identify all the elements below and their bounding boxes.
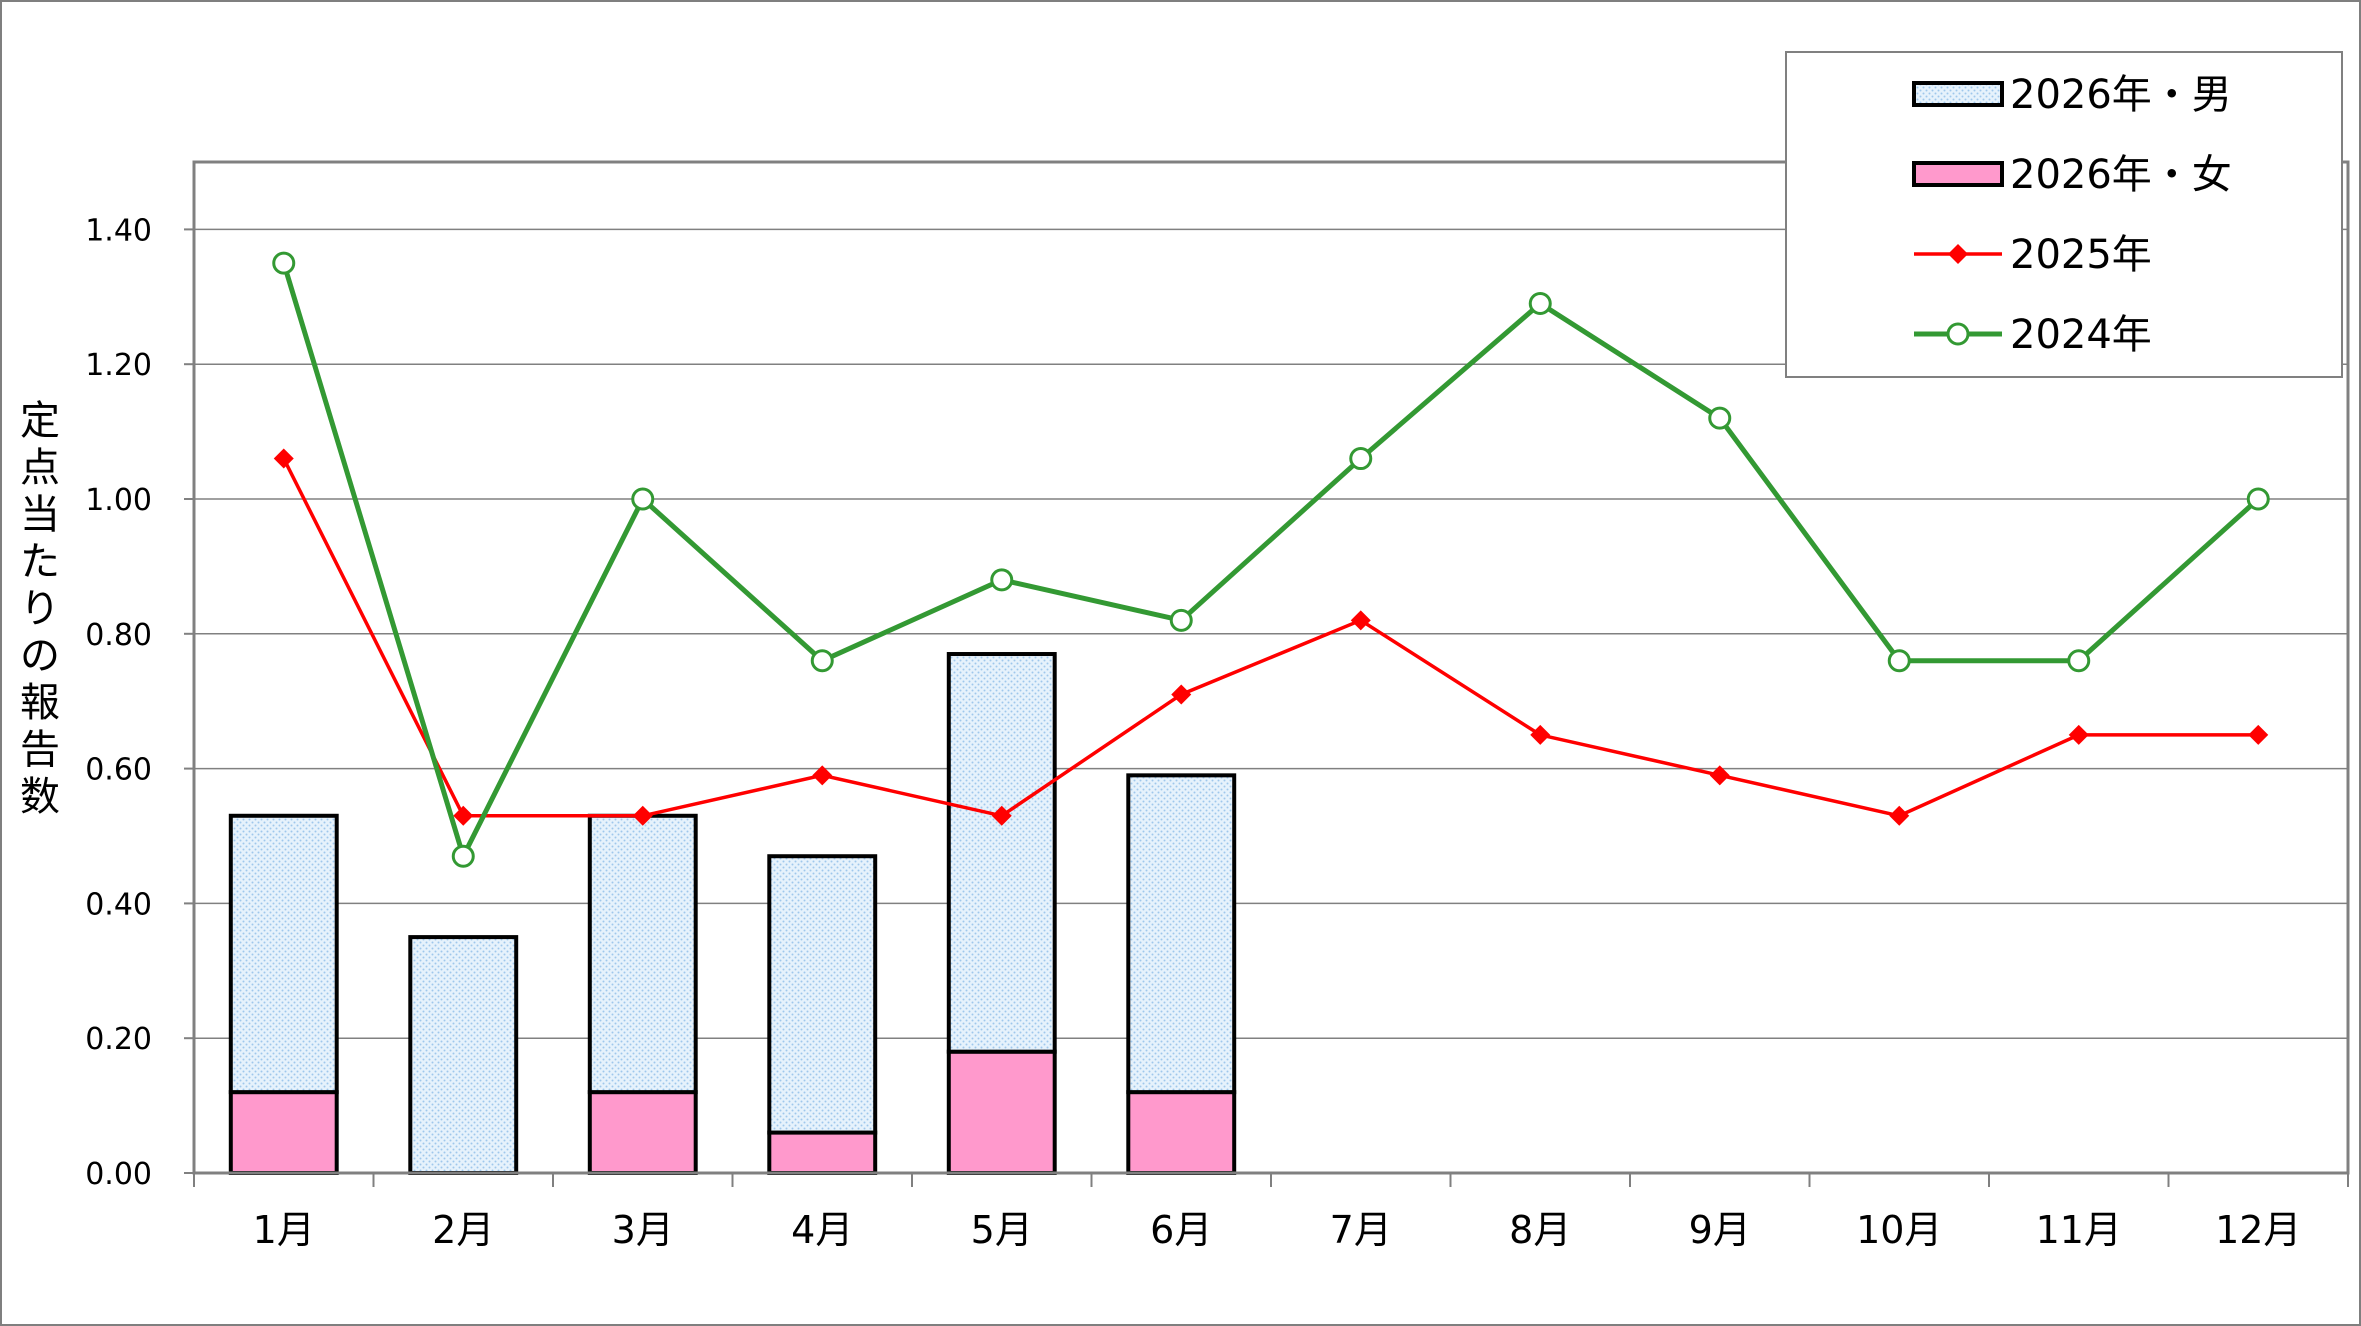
legend: 2026年・男 2026年・女 2025年 2024年 <box>1785 51 2343 378</box>
y-tick-label: 0.80 <box>85 618 152 653</box>
y-axis-title-char: り <box>20 586 60 632</box>
point-2025 <box>453 805 474 826</box>
bar-2026-female <box>1126 1090 1237 1175</box>
legend-label: 2026年・女 <box>2010 152 2232 198</box>
bar-2026-male <box>767 854 878 1135</box>
point-2025 <box>1350 610 1371 631</box>
y-tick-label: 0.60 <box>85 753 152 788</box>
point-2024 <box>2246 487 2270 511</box>
point-2024 <box>1169 608 1193 632</box>
bar-2026-male <box>228 813 339 1095</box>
y-axis-title-char: の <box>20 633 60 679</box>
y-axis-title-char: 数 <box>20 774 60 820</box>
point-2025 <box>991 805 1012 826</box>
y-axis-title-char: 告 <box>20 727 60 773</box>
point-2024 <box>2067 649 2091 673</box>
bar-2026-female <box>767 1130 878 1176</box>
point-2025 <box>1171 684 1192 705</box>
y-axis-title-char: た <box>20 539 60 585</box>
bar-2026-male <box>408 935 519 1175</box>
bar-2026-female <box>946 1049 1057 1176</box>
y-tick-label: 1.20 <box>85 348 152 383</box>
point-2025 <box>1709 765 1730 786</box>
point-2024 <box>631 487 655 511</box>
point-2024 <box>990 568 1014 592</box>
point-2024 <box>272 251 296 275</box>
x-tick-label: 10月 <box>1856 1208 1942 1252</box>
x-tick-label: 8月 <box>1509 1208 1571 1252</box>
point-2025 <box>2068 724 2089 745</box>
line-2024-path <box>281 262 2260 863</box>
y-axis-title-char: 定 <box>20 398 60 444</box>
y-axis-title-char: 報 <box>20 680 60 726</box>
x-tick-label: 6月 <box>1150 1208 1212 1252</box>
point-2024 <box>810 649 834 673</box>
bar-2026-male <box>1126 773 1237 1095</box>
x-tick-label: 12月 <box>2215 1208 2301 1252</box>
y-tick-label: 0.00 <box>85 1157 152 1192</box>
x-tick-label: 1月 <box>253 1208 315 1252</box>
y-tick-label: 1.00 <box>85 483 152 518</box>
point-2025 <box>2248 724 2269 745</box>
legend-swatch-female <box>1912 161 2004 187</box>
bar-2026-male <box>587 813 698 1095</box>
point-2024 <box>1528 292 1552 316</box>
x-tick-label: 3月 <box>612 1208 674 1252</box>
bar-layer <box>228 652 1237 1176</box>
legend-marker-2025 <box>1948 244 1968 264</box>
x-tick-label: 4月 <box>791 1208 853 1252</box>
y-tick-label: 0.40 <box>85 887 152 922</box>
legend-label: 2025年 <box>2010 232 2152 278</box>
y-tick-label: 0.20 <box>85 1022 152 1057</box>
legend-box <box>1785 51 2343 378</box>
point-2024 <box>451 844 475 868</box>
legend-label: 2026年・男 <box>2010 72 2232 118</box>
point-2024 <box>1349 447 1373 471</box>
x-tick-label: 11月 <box>2036 1208 2122 1252</box>
legend-marker-2024 <box>1946 322 1970 346</box>
y-axis-title-char: 当 <box>20 492 60 538</box>
legend-swatch-male <box>1912 81 2004 107</box>
grid-layer <box>194 228 2348 1039</box>
point-2025 <box>1889 805 1910 826</box>
point-2025 <box>632 805 653 826</box>
point-2025 <box>812 765 833 786</box>
x-tick-label: 9月 <box>1689 1208 1751 1252</box>
x-tick-label: 5月 <box>971 1208 1033 1252</box>
legend-label: 2024年 <box>2010 312 2152 358</box>
bar-2026-female <box>587 1090 698 1175</box>
y-axis-title-char: 点 <box>20 445 60 491</box>
bar-2026-male <box>946 652 1057 1054</box>
point-2025 <box>1530 724 1551 745</box>
point-2025 <box>273 448 294 469</box>
line-2025-path <box>282 457 2259 818</box>
x-tick-label: 2月 <box>432 1208 494 1252</box>
point-2024 <box>1887 649 1911 673</box>
y-tick-label: 1.40 <box>85 213 152 248</box>
point-2024 <box>1708 406 1732 430</box>
bar-2026-female <box>228 1090 339 1175</box>
line-layer <box>272 251 2270 868</box>
axis-layer: 0.00 0.20 0.40 0.60 0.80 1.00 1.20 1.40 1月 2月 3月 4月… <box>85 160 2350 1252</box>
x-tick-label: 7月 <box>1330 1208 1392 1252</box>
